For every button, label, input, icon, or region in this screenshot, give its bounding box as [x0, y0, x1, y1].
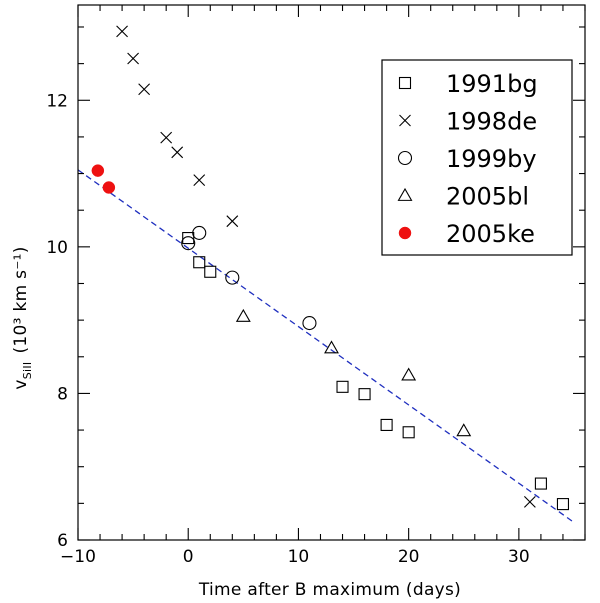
plot-frame [77, 4, 586, 541]
point-1998de-3-stroke-b [160, 131, 173, 144]
point-1991bg-8 [556, 498, 570, 511]
point-2005bl-2 [401, 367, 417, 381]
point-1998de-2 [138, 83, 151, 96]
point-1998de-1 [127, 52, 139, 65]
point-1991bg-4 [358, 388, 371, 401]
legend-label-1999by: 1999by [446, 145, 537, 173]
y-axis-label-sub: SiII [21, 362, 34, 380]
point-1998de-4 [171, 146, 184, 159]
point-1991bg-6 [402, 426, 415, 439]
fit-line-group [77, 169, 575, 523]
y-tick-label: 6 [57, 531, 68, 551]
point-1998de-3 [160, 131, 173, 144]
point-1998de-5 [193, 174, 206, 187]
legend-marker-1998de [399, 114, 411, 127]
point-1998de-6-stroke-b [226, 215, 239, 228]
point-2005bl-0 [235, 308, 251, 322]
data-points [91, 25, 570, 511]
y-axis-label-units: (10³ km s⁻¹) [11, 246, 31, 353]
point-1991bg-3 [336, 380, 349, 393]
y-axis-label-main: v [11, 379, 31, 389]
point-1998de-1-stroke-b [127, 52, 139, 65]
x-tick-label: 30 [508, 547, 530, 567]
series-1998de [116, 25, 536, 508]
legend-label-2005bl: 2005bl [446, 183, 529, 211]
point-1998de-2-stroke-b [138, 83, 151, 96]
point-1998de-7-stroke-b [524, 496, 536, 508]
point-1991bg-0 [182, 232, 195, 245]
legend-marker-2005ke [398, 226, 412, 240]
x-tick-label: 10 [288, 547, 310, 567]
axes: −10 0 10 20 30 6 8 10 12 [46, 4, 586, 567]
series-1991bg [182, 232, 570, 511]
point-1991bg-2 [204, 265, 217, 278]
x-tick-label: −10 [60, 547, 96, 567]
y-tick-label: 12 [46, 91, 68, 111]
point-1991bg-7 [534, 477, 547, 490]
point-1999by-0 [181, 236, 196, 251]
fit-line [77, 169, 575, 523]
legend-label-1998de: 1998de [446, 108, 537, 136]
point-1998de-0-stroke-b [116, 25, 128, 38]
legend-marker-1991bg [398, 76, 412, 90]
series-1999by [181, 225, 317, 331]
legend-label-2005ke: 2005ke [446, 220, 535, 248]
y-axis-label: vSiII (10³ km s⁻¹) [11, 246, 34, 389]
legend-marker-2005bl [397, 187, 413, 201]
point-1999by-2 [225, 270, 240, 285]
series-2005bl [235, 308, 472, 437]
series-2005ke [91, 164, 116, 194]
point-1999by-3 [302, 316, 317, 331]
point-1998de-5-stroke-b [193, 174, 206, 187]
x-axis-label: Time after B maximum (days) [198, 580, 461, 600]
point-1998de-0 [116, 25, 128, 38]
x-tick-label: 20 [398, 547, 420, 567]
point-2005ke-1 [102, 181, 116, 194]
legend-label-1991bg: 1991bg [446, 70, 538, 98]
point-2005bl-1 [324, 340, 339, 354]
point-1998de-7 [524, 496, 536, 508]
point-1998de-6 [226, 215, 239, 228]
legend-marker-1998de-stroke-b [399, 114, 411, 127]
legend-box [381, 59, 573, 256]
legend-marker-1999by [397, 150, 413, 166]
point-1991bg-5 [380, 418, 393, 431]
x-tick-label: 0 [183, 547, 194, 567]
y-tick-label: 8 [57, 384, 68, 404]
y-tick-label: 10 [46, 238, 68, 258]
point-1998de-4-stroke-b [171, 146, 184, 159]
legend: 1991bg 1998de 1999by 2005bl 2005ke [381, 59, 573, 256]
point-1991bg-1 [193, 256, 206, 269]
point-2005bl-3 [456, 423, 472, 437]
point-1999by-1 [192, 225, 207, 240]
point-2005ke-0 [91, 164, 105, 177]
